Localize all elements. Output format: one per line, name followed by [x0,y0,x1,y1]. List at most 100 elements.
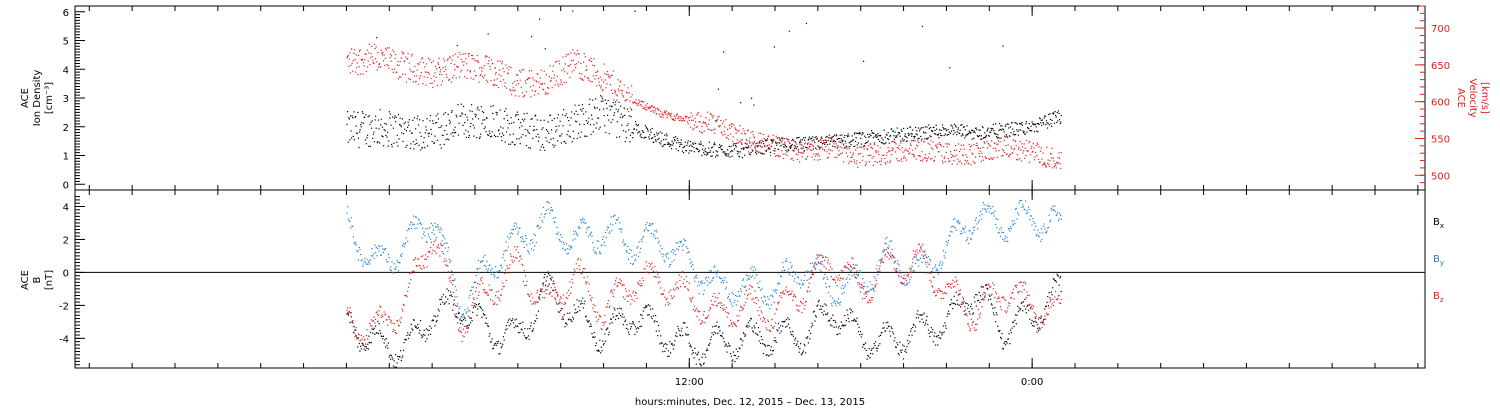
b-point-bx [777,330,779,332]
density-point [388,111,390,113]
b-point-bx [355,335,357,337]
b-point-by [790,261,792,264]
density-point [346,123,348,126]
density-point [677,139,679,142]
density-point [718,146,720,148]
velocity-point [514,89,516,91]
b-point-bx [387,342,390,344]
b-point-bx [1020,302,1022,304]
density-point [1000,125,1002,127]
velocity-point [491,59,493,61]
velocity-point [1053,165,1056,168]
b-point-bx [860,331,862,333]
density-point [581,110,583,112]
density-tick-label: 6 [63,8,69,19]
velocity-point [891,154,893,156]
b-point-bx [390,358,392,360]
density-point [378,128,380,130]
b-point-by [551,209,553,211]
b-point-bx [799,347,801,350]
b-point-bx [807,342,810,344]
velocity-point [983,141,985,143]
velocity-point [566,54,568,56]
b-point-bx [642,310,645,312]
velocity-point [988,144,990,146]
velocity-point [547,92,549,95]
density-point [570,117,572,119]
density-point [1049,113,1051,115]
density-point [365,114,367,116]
b-point-bx [672,344,674,346]
b-point-by [375,246,377,248]
velocity-point [708,123,710,125]
b-point-by [855,264,857,266]
density-point [417,115,419,117]
b-point-bx [740,338,742,340]
density-point [679,146,681,148]
density-point [1043,117,1045,119]
density-point [945,130,948,132]
velocity-point [701,125,703,128]
velocity-point [808,145,810,148]
density-point [563,109,565,111]
b-point-bx [537,310,540,312]
density-point [427,133,429,135]
velocity-point [455,53,457,55]
velocity-point [399,76,401,78]
b-point-by [715,271,717,273]
density-point [977,135,980,138]
b-point-bz [367,338,369,340]
b-point-bx [815,316,817,318]
velocity-point [457,56,459,58]
density-point [535,136,537,138]
density-point [521,125,523,127]
b-point-bx [347,312,349,314]
b-point-by [658,240,660,242]
density-point [550,138,552,140]
velocity-point [615,90,617,93]
velocity-point [996,143,998,145]
b-point-by [790,266,792,269]
b-point-bx [540,290,542,293]
b-point-by [633,254,635,256]
density-point [749,142,751,144]
b-point-bx [404,338,406,341]
b-point-bz [467,331,469,333]
b-point-by [372,253,375,255]
velocity-point [886,152,888,154]
b-point-bz [515,256,517,259]
velocity-point [577,61,580,63]
density-point [393,117,396,119]
b-point-by [412,224,414,226]
b-point-by [478,272,480,274]
density-point [665,133,668,135]
velocity-point [536,81,538,83]
velocity-point [931,158,933,160]
b-point-bx [714,325,716,327]
b-point-by [702,293,705,295]
velocity-point [618,90,620,92]
velocity-point [775,155,777,158]
density-point [397,145,399,147]
b-point-by [755,274,757,276]
density-point [928,128,930,130]
velocity-point [484,74,486,76]
b-point-bz [422,265,425,267]
density-point [395,116,397,118]
b-point-by [475,281,477,284]
b-point-bx [817,304,819,306]
b-point-by [400,254,402,256]
b-point-by [879,265,881,267]
b-point-bx [745,325,747,328]
b-point-by [726,281,728,283]
b-point-by [529,243,531,245]
velocity-point [555,61,557,63]
b-point-bx [637,327,639,329]
b-point-bx [547,271,549,273]
velocity-point [439,71,441,73]
b-point-bz [556,291,558,293]
b-point-by [797,276,799,278]
b-point-by [778,272,780,274]
density-point [499,133,501,135]
b-point-bz [550,287,552,289]
